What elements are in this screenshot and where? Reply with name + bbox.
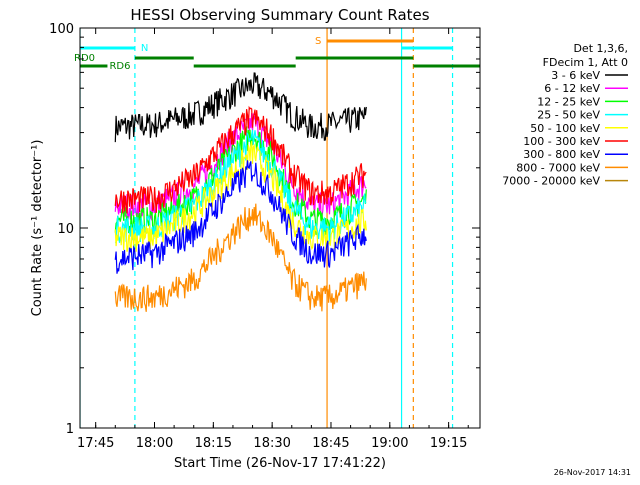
y-tick-label-2: 100 [49,22,74,37]
x-tick-label-1: 18:00 [136,436,173,451]
legend-label-0: 3 - 6 keV [551,69,600,82]
series-trace-6 [114,160,367,274]
timestamp: 26-Nov-2017 14:31 [554,468,631,477]
series-trace-7 [114,203,367,312]
flag-label-saa: S [315,36,321,47]
legend-label-8: 7000 - 20000 keV [502,175,600,188]
x-tick-label-5: 19:00 [371,436,408,451]
x-axis-label: Start Time (26-Nov-17 17:41:22) [174,456,386,471]
flag-bars: N S RD0 RD6 [74,36,480,72]
legend-label-7: 800 - 7000 keV [516,161,600,174]
legend-label-6: 300 - 800 keV [523,148,600,161]
chart-title: HESSI Observing Summary Count Rates [130,6,429,24]
x-tick-label-4: 18:45 [312,436,349,451]
x-tick-label-6: 19:15 [430,436,467,451]
flag-label-rd0: RD0 [74,53,95,64]
flag-label-rd6: RD6 [109,61,130,72]
legend-header-detectors: Det 1,3,6, [573,42,628,55]
y-tick-label-1: 10 [57,222,74,237]
series-trace-3 [114,129,367,244]
x-axis: 17:45 18:00 18:15 18:30 18:45 19:00 19:15 [77,28,469,451]
y-axis: 1 10 100 [49,22,480,437]
x-tick-label-0: 17:45 [77,436,114,451]
x-tick-label-3: 18:30 [253,436,290,451]
series-trace-0 [114,72,367,143]
legend-label-3: 25 - 50 keV [537,109,600,122]
flag-label-night: N [141,43,148,54]
series-layer [114,72,367,312]
x-tick-label-2: 18:15 [195,436,232,451]
series-trace-5 [114,105,367,214]
vertical-markers [80,28,454,428]
legend-label-2: 12 - 25 keV [537,95,600,108]
y-axis-label: Count Rate (s⁻¹ detector⁻¹) [30,140,45,317]
legend-header-decimation: FDecim 1, Att 0 [543,56,628,69]
y-tick-label-0: 1 [66,422,74,437]
legend-label-5: 100 - 300 keV [523,135,600,148]
legend-label-1: 6 - 12 keV [544,82,600,95]
legend-label-4: 50 - 100 keV [530,122,600,135]
